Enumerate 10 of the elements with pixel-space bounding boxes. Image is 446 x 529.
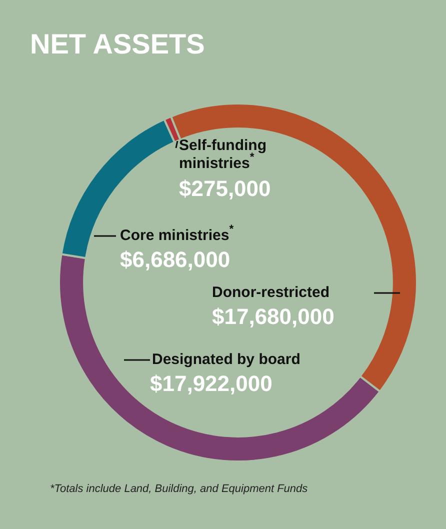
text: *Totals include Land, Building, and Equipment Funds	[50, 483, 308, 496]
data-label: $17,922,000	[150, 371, 272, 396]
data-label: $275,000	[179, 176, 271, 202]
chart-title: NET ASSETS	[30, 28, 205, 60]
data-label: $17,680,000	[212, 304, 334, 330]
slice-label: Designated by board	[152, 351, 300, 368]
slice-label: Core ministries*	[120, 223, 234, 244]
data-label: $6,686,000	[120, 247, 230, 272]
slice-label: Donor-restricted	[212, 284, 330, 302]
slice-label: Self-funding ministries*	[179, 137, 266, 172]
